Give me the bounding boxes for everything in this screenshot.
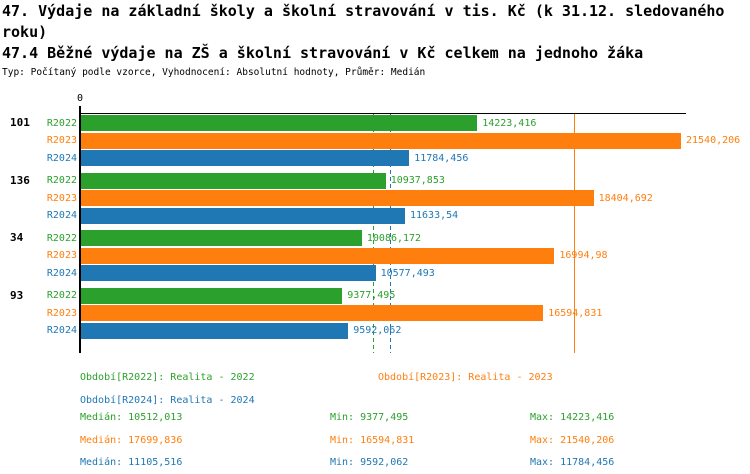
series-row-label: R2024 xyxy=(46,267,77,279)
bar-value-label: 11633,54 xyxy=(410,210,459,221)
series-row-label: R2022 xyxy=(46,232,77,244)
bar xyxy=(81,230,362,246)
bar xyxy=(81,132,681,149)
bar xyxy=(81,265,376,281)
stat-max-r2024: Max: 11784,456 xyxy=(530,457,615,468)
series-row-label: R2023 xyxy=(46,192,77,204)
series-row-label: R2024 xyxy=(46,325,77,336)
bar-value-label: 9592,062 xyxy=(353,325,402,336)
bar xyxy=(81,322,349,339)
bar-value-label: 9377,495 xyxy=(347,290,396,301)
legend-item-r2022: Období[R2022]: Realita - 2022 xyxy=(80,372,255,383)
stat-median-r2023: Medián: 17699,836 xyxy=(80,435,183,446)
y-axis-line xyxy=(79,106,81,353)
chart-header: 47. Výdaje na základní školy a školní st… xyxy=(2,1,748,79)
bar-value-label: 16594,831 xyxy=(548,307,603,319)
bar-value-label: 18404,692 xyxy=(598,192,653,204)
series-row-label: R2022 xyxy=(46,175,77,186)
bar-value-label: 10937,853 xyxy=(390,175,445,186)
x-axis-zero-label: 0 xyxy=(76,93,84,104)
bar-value-label: 14223,416 xyxy=(482,117,537,129)
bar-value-label: 10577,493 xyxy=(380,267,435,279)
median-line-r2022 xyxy=(373,114,375,353)
bar xyxy=(81,172,386,189)
bar xyxy=(81,190,594,206)
stat-median-r2024: Medián: 11105,516 xyxy=(80,457,183,468)
category-label: 34 xyxy=(10,231,24,244)
stat-median-r2022: Medián: 10512,013 xyxy=(80,412,183,423)
series-row-label: R2024 xyxy=(46,210,77,221)
bar-value-label: 11784,456 xyxy=(414,152,469,164)
series-row-label: R2023 xyxy=(46,307,77,319)
stat-max-r2023: Max: 21540,206 xyxy=(530,435,615,446)
bar xyxy=(81,305,544,321)
bar-value-label: 10086,172 xyxy=(366,232,422,244)
page-subtitle-title: 47.4 Běžné výdaje na ZŠ a školní stravov… xyxy=(2,44,644,62)
series-row-label: R2022 xyxy=(46,117,77,129)
bar xyxy=(81,287,343,304)
bar-value-label: 16994,98 xyxy=(559,250,608,261)
chart-meta-line: Typ: Počítaný podle vzorce, Vyhodnocení:… xyxy=(2,67,426,78)
bar-value-label: 21540,206 xyxy=(686,135,741,146)
bar xyxy=(81,115,478,131)
stat-max-r2022: Max: 14223,416 xyxy=(530,412,615,423)
stat-min-r2023: Min: 16594,831 xyxy=(330,435,415,446)
category-label: 93 xyxy=(10,288,24,302)
category-label: 101 xyxy=(10,116,30,129)
bar xyxy=(81,150,410,166)
stat-min-r2022: Min: 9377,495 xyxy=(330,412,409,423)
x-axis-top-line xyxy=(79,113,686,114)
series-row-label: R2024 xyxy=(46,152,77,164)
series-row-label: R2022 xyxy=(46,290,77,301)
legend-item-r2023: Období[R2023]: Realita - 2023 xyxy=(378,372,553,383)
page-title: 47. Výdaje na základní školy a školní st… xyxy=(2,2,725,41)
stat-min-r2024: Min: 9592,062 xyxy=(330,457,409,468)
legend-item-r2024: Období[R2024]: Realita - 2024 xyxy=(80,395,255,406)
median-line-r2024 xyxy=(389,114,391,353)
median-line-r2023 xyxy=(573,114,575,353)
series-row-label: R2023 xyxy=(46,135,77,146)
category-label: 136 xyxy=(10,173,30,187)
bar xyxy=(81,207,405,224)
bar xyxy=(81,247,555,264)
series-row-label: R2023 xyxy=(46,250,77,261)
